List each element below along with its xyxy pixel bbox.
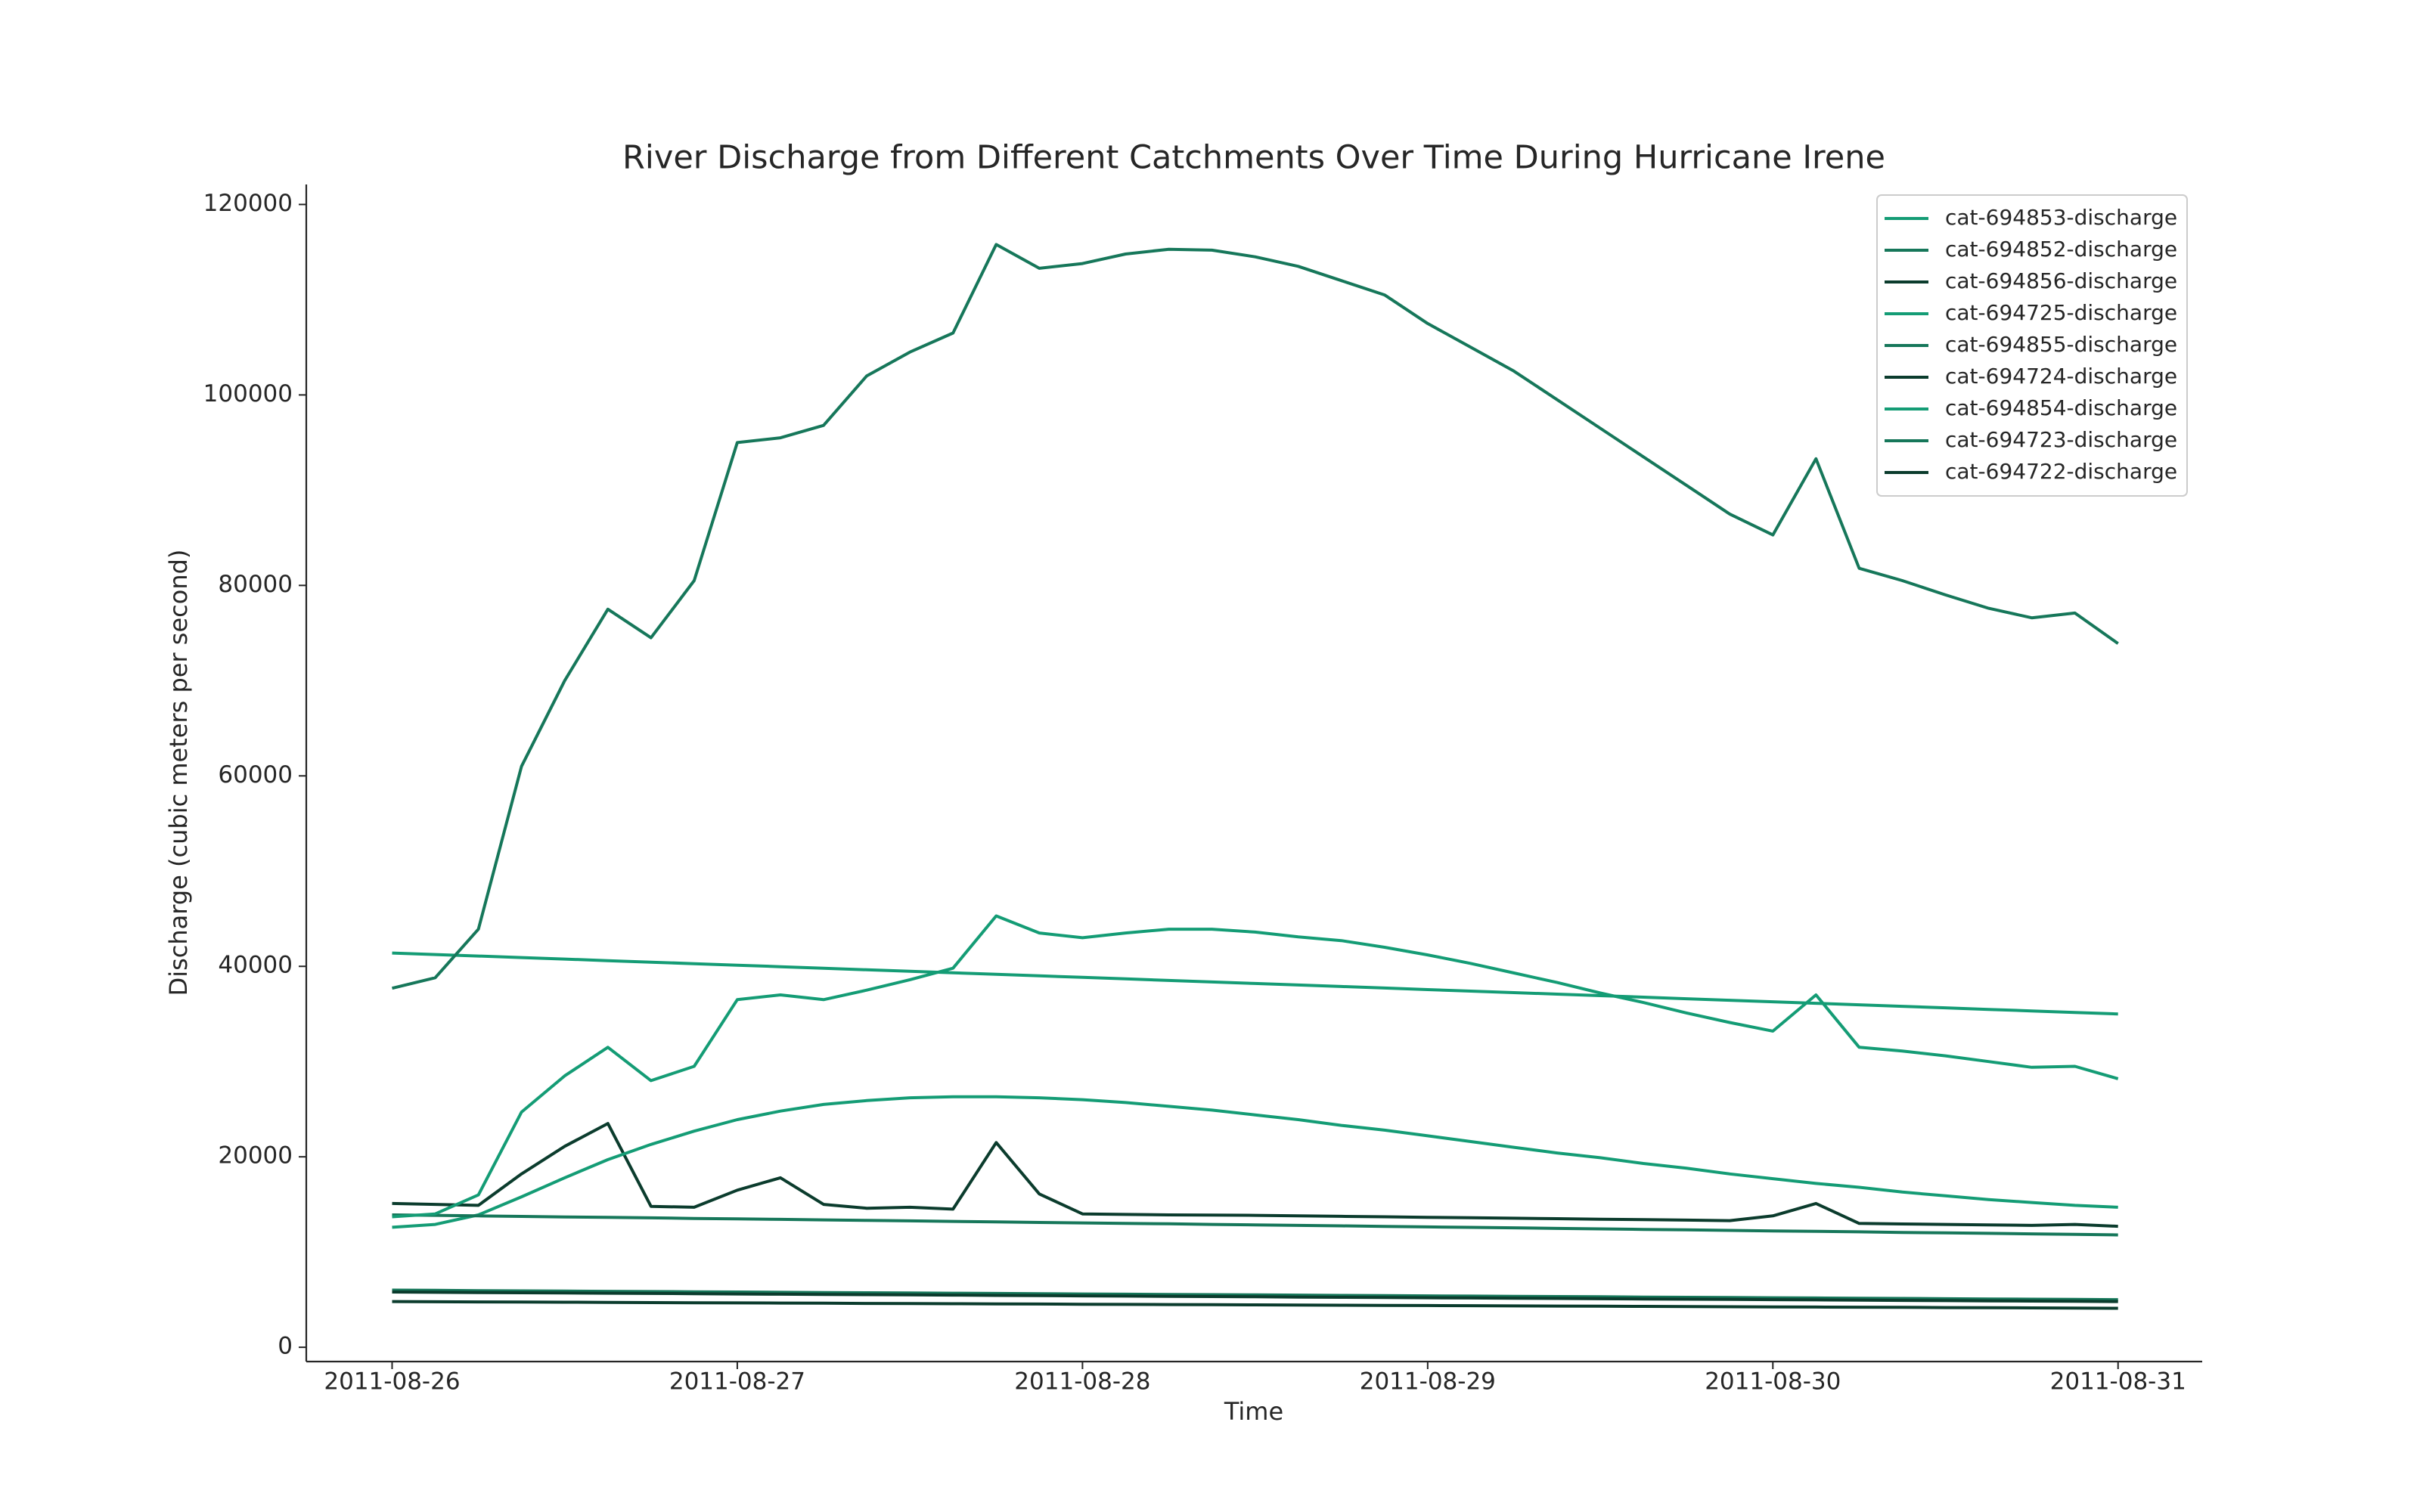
y-tick-label: 20000: [218, 1142, 293, 1170]
x-tick-label: 2011-08-29: [1360, 1368, 1496, 1396]
y-tick-label: 40000: [218, 952, 293, 979]
legend-label: cat-694725-discharge: [1945, 300, 2177, 325]
y-tick-label: 60000: [218, 761, 293, 789]
y-tick-label: 0: [278, 1333, 293, 1360]
x-axis-label: Time: [1224, 1397, 1283, 1426]
series-line: [392, 1213, 2118, 1237]
y-tick-label: 80000: [218, 571, 293, 598]
x-tick-label: 2011-08-27: [669, 1368, 805, 1396]
series-line: [392, 914, 2119, 1219]
legend: cat-694853-discharge cat-694852-discharge…: [1876, 194, 2188, 497]
chart-title: River Discharge from Different Catchment…: [622, 139, 1885, 177]
y-tick-label: 100000: [203, 380, 293, 407]
series-line: [392, 1288, 2118, 1302]
x-tick-label: 2011-08-31: [2050, 1368, 2186, 1396]
y-axis-label: Discharge (cubic meters per second): [164, 550, 193, 996]
series-line: [392, 1290, 2118, 1303]
legend-label: cat-694724-discharge: [1945, 364, 2177, 389]
x-tick-label: 2011-08-30: [1705, 1368, 1841, 1396]
x-tick-label: 2011-08-26: [324, 1368, 460, 1396]
legend-label: cat-694855-discharge: [1945, 332, 2177, 357]
legend-label: cat-694856-discharge: [1945, 268, 2177, 293]
y-tick-label: 120000: [203, 190, 293, 217]
x-tick-label: 2011-08-28: [1014, 1368, 1150, 1396]
legend-label: cat-694853-discharge: [1945, 205, 2177, 230]
legend-label: cat-694852-discharge: [1945, 237, 2177, 262]
series-line: [392, 951, 2118, 1016]
legend-label: cat-694723-discharge: [1945, 427, 2177, 452]
series-line: [392, 1122, 2118, 1228]
series-line: [392, 1095, 2118, 1229]
legend-label: cat-694854-discharge: [1945, 395, 2177, 420]
legend-box: [1876, 194, 2188, 497]
legend-label: cat-694722-discharge: [1945, 459, 2177, 484]
series-line: [392, 243, 2119, 990]
series-line: [392, 1300, 2118, 1310]
